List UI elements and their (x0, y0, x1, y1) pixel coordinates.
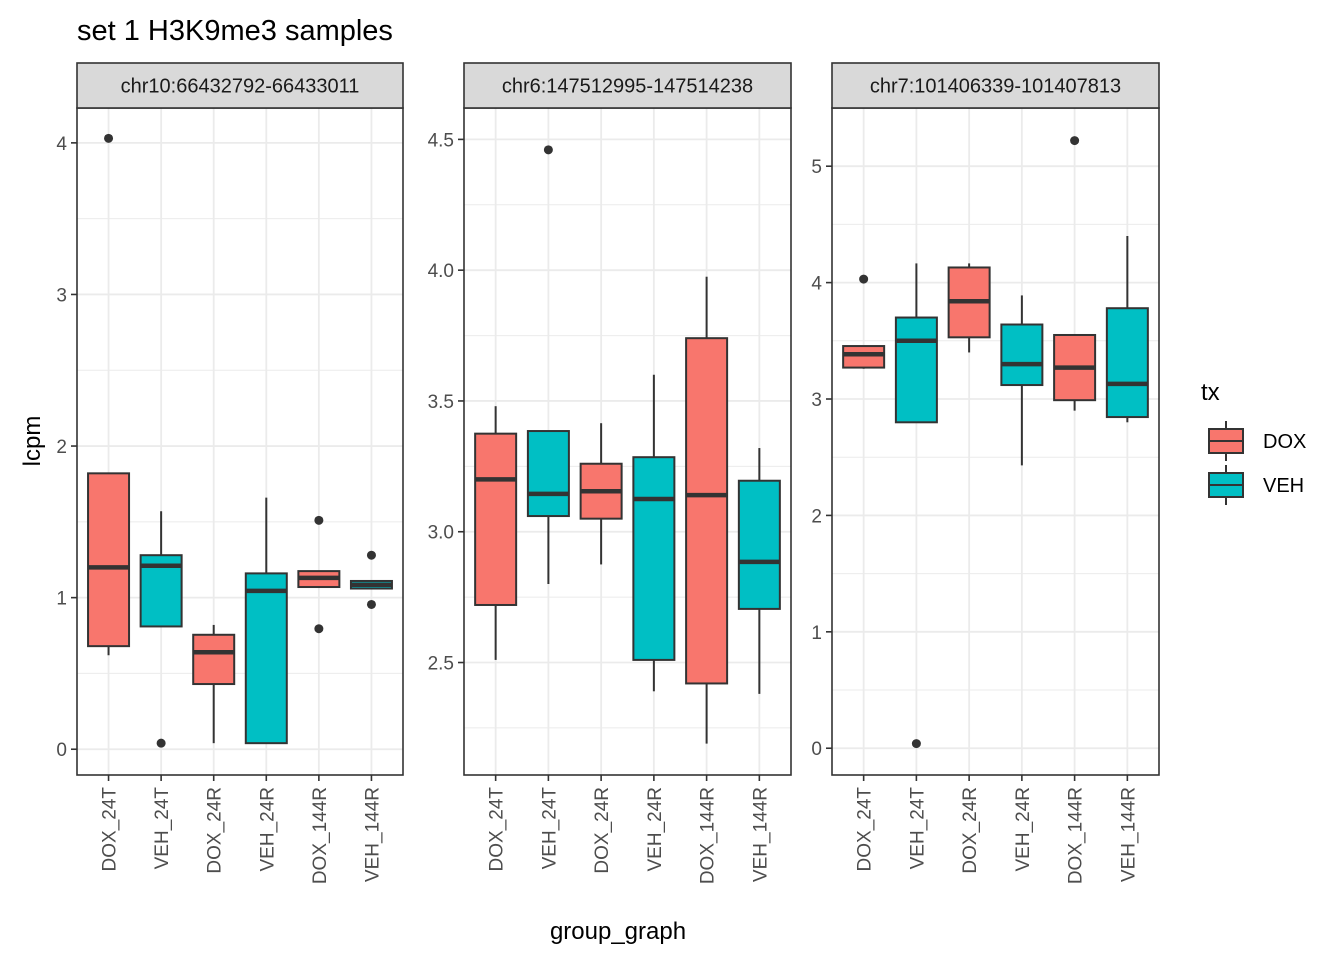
y-tick-label: 4.5 (428, 130, 454, 151)
facet-strip-label: chr7:101406339-101407813 (870, 76, 1121, 98)
x-tick-label: VEH_24R (645, 787, 666, 872)
x-tick-label: VEH_24T (907, 787, 928, 870)
y-tick-label: 1 (56, 589, 67, 610)
panel-background (464, 108, 791, 775)
y-tick-label: 2.5 (428, 654, 454, 675)
box-dox-144r (297, 515, 341, 634)
legend-item-dox: DOX (1208, 421, 1306, 461)
box-iqr (1105, 307, 1149, 419)
box-dox-24r (192, 624, 236, 744)
facet-strip-label: chr10:66432792-66433011 (121, 76, 360, 98)
y-tick-label: 5 (811, 157, 822, 178)
y-axis-title: lcpm (19, 416, 46, 467)
outlier-point (859, 274, 869, 284)
x-tick-label: DOX_144R (698, 787, 719, 884)
box-veh-24t (526, 145, 570, 585)
legend-item-veh: VEH (1208, 465, 1304, 505)
box-iqr (244, 572, 288, 745)
facet-strip (831, 62, 1160, 109)
box-dox-24t (87, 133, 131, 656)
legend: tx DOX VEH (1201, 379, 1306, 505)
x-tick-label: DOX_24T (100, 787, 121, 872)
y-tick-label: 2 (56, 437, 67, 458)
x-tick-label: DOX_24T (487, 787, 508, 872)
box-iqr (192, 633, 236, 686)
y-tick-label: 4.0 (428, 261, 454, 282)
x-tick-label: VEH_144R (1118, 787, 1139, 882)
x-tick-label: DOX_144R (310, 787, 331, 884)
outlier-point (911, 739, 921, 749)
box-iqr (632, 456, 676, 661)
facet-panel: chr6:147512995-147514238 2.5 3.0 3.5 4.0 4.5 D… (428, 62, 792, 884)
box-dox-144r (1053, 136, 1097, 411)
chart-title: set 1 H3K9me3 samples (77, 15, 393, 47)
x-axis-title: group_graph (550, 918, 686, 945)
box-veh-24r (244, 497, 288, 745)
box-veh-24t (894, 263, 938, 749)
box-dox-144r (685, 276, 729, 744)
legend-title: tx (1201, 379, 1220, 406)
panel-background (77, 108, 403, 775)
x-tick-label: DOX_144R (1066, 787, 1087, 884)
outlier-point (104, 133, 114, 143)
box-veh-144r (737, 448, 781, 694)
box-iqr (526, 430, 570, 518)
box-iqr (87, 472, 131, 648)
y-tick-label: 1 (811, 623, 822, 644)
facet-strip-label: chr6:147512995-147514238 (502, 76, 753, 98)
box-veh-24r (1000, 295, 1044, 466)
box-dox-24t (842, 274, 886, 369)
y-tick-label: 4 (811, 274, 822, 295)
box-iqr (737, 479, 781, 610)
x-tick-label: DOX_24R (960, 787, 981, 874)
box-veh-24t (139, 511, 183, 748)
facet-panel: chr7:101406339-101407813 0 1 2 3 4 5 DOX_24T VEH… (811, 62, 1160, 884)
legend-label: DOX (1263, 431, 1306, 453)
outlier-point (314, 515, 324, 525)
x-tick-label: VEH_144R (362, 787, 383, 882)
panel-background (832, 108, 1159, 775)
outlier-point (314, 624, 324, 634)
box-dox-24t (474, 406, 518, 660)
legend-label: VEH (1263, 475, 1304, 497)
y-tick-label: 3 (811, 390, 822, 411)
y-tick-label: 3 (56, 285, 67, 306)
facet-panel: chr10:66432792-66433011 0 1 2 3 4 DOX_24T VEH_2… (56, 62, 404, 884)
y-tick-label: 4 (56, 134, 67, 155)
x-tick-label: VEH_144R (750, 787, 771, 882)
y-tick-label: 3.5 (428, 392, 454, 413)
outlier-point (543, 145, 553, 155)
outlier-point (1070, 136, 1080, 146)
box-veh-24r (632, 374, 676, 692)
y-tick-label: 2 (811, 506, 822, 527)
box-dox-24r (579, 423, 623, 565)
outlier-point (366, 599, 376, 609)
outlier-point (366, 550, 376, 560)
facet-strip (463, 62, 792, 109)
facet-strip (76, 62, 404, 109)
box-iqr (1000, 323, 1044, 387)
x-tick-label: DOX_24R (205, 787, 226, 874)
outlier-point (156, 738, 166, 748)
box-iqr (685, 337, 729, 685)
x-tick-label: DOX_24R (592, 787, 613, 874)
x-tick-label: VEH_24T (152, 787, 173, 870)
y-tick-label: 3.0 (428, 523, 454, 544)
y-tick-label: 0 (56, 740, 67, 761)
y-tick-label: 0 (811, 739, 822, 760)
x-tick-label: VEH_24R (1013, 787, 1034, 872)
box-iqr (842, 345, 886, 369)
x-tick-label: VEH_24T (539, 787, 560, 870)
box-iqr (474, 432, 518, 606)
box-dox-24r (947, 263, 991, 353)
box-iqr (894, 316, 938, 424)
x-tick-label: DOX_24T (855, 787, 876, 872)
box-veh-144r (349, 550, 393, 609)
box-veh-144r (1105, 236, 1149, 423)
x-tick-label: VEH_24R (257, 787, 278, 872)
